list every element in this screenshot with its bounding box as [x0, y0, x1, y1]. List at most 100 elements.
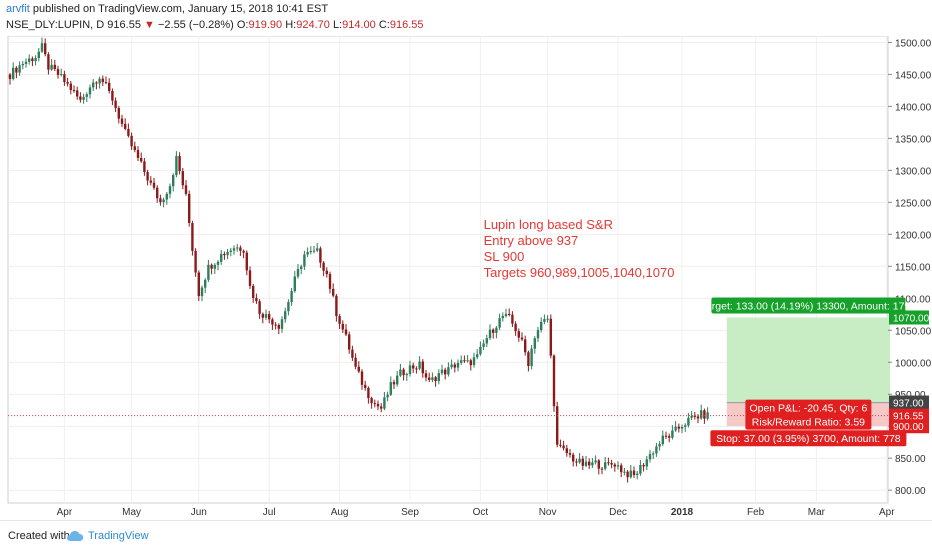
candle-body: [162, 199, 165, 203]
high-label: H:: [285, 19, 297, 31]
candle-body: [101, 78, 104, 83]
candle-body: [696, 416, 700, 419]
candle-body: [258, 301, 261, 314]
candle-body: [191, 223, 194, 251]
candle-body: [213, 264, 216, 269]
x-tick-label: Sep: [401, 507, 419, 518]
candle-body: [293, 276, 296, 292]
time-axis[interactable]: Apr May Jun Jul Aug Sep Oct Nov Dec 2018 Feb Mar Apr: [57, 507, 896, 518]
candle-body: [463, 360, 466, 362]
candle-body: [604, 462, 607, 469]
author-link[interactable]: arvfit: [6, 3, 30, 15]
candle-body: [703, 410, 706, 419]
candle-body: [418, 361, 421, 369]
candle-body: [69, 83, 72, 91]
candle-body: [594, 460, 597, 463]
candle-body: [620, 465, 623, 473]
tradingview-brand-link[interactable]: TradingView: [88, 530, 149, 542]
candle-body: [421, 361, 424, 374]
candle-body: [72, 90, 76, 92]
close-value: 916.55: [389, 19, 424, 31]
candle-body: [271, 319, 274, 325]
candle-body: [319, 248, 322, 263]
candle-body: [629, 470, 632, 478]
candle-body: [82, 96, 85, 100]
candle-body: [383, 397, 386, 409]
candle-body: [149, 180, 152, 183]
candle-body: [648, 454, 652, 460]
candle-body: [348, 334, 351, 350]
stop-label: Stop: 37.00 (3.95%) 3700, Amount: 778: [716, 433, 901, 445]
candle-body: [658, 444, 661, 447]
candle-body: [549, 318, 552, 356]
candle-body: [354, 357, 357, 367]
candle-body: [565, 448, 568, 454]
candle-body: [60, 74, 63, 76]
candle-body: [18, 65, 21, 73]
candle-body: [351, 349, 354, 358]
candle-body: [460, 360, 463, 363]
risk-reward-label: Risk/Reward Ratio: 3.59: [752, 417, 865, 429]
price-chart[interactable]: 800.00850.00900.00950.001000.001050.0011…: [0, 36, 932, 520]
candle-body: [408, 365, 412, 374]
candle-body: [616, 465, 620, 467]
last-price-tag-bg: [889, 408, 929, 423]
candle-body: [76, 90, 79, 97]
candle-body: [85, 94, 88, 97]
candle-body: [623, 471, 626, 473]
candle-body: [341, 323, 344, 330]
candle-body: [504, 313, 508, 317]
candle-body: [386, 394, 389, 398]
candle-body: [466, 360, 469, 362]
x-tick-label: Nov: [539, 507, 557, 518]
created-with-text: Created with: [8, 530, 70, 542]
candle-body: [447, 367, 450, 375]
candle-body: [40, 43, 44, 52]
candle-body: [140, 157, 143, 162]
position-labels: Target: 133.00 (14.19%) 13300, Amount: 1…: [701, 297, 916, 447]
candle-body: [277, 325, 280, 329]
candle-body: [613, 464, 616, 467]
candle-body: [63, 74, 66, 83]
candle-body: [642, 464, 645, 467]
open-label: O:: [236, 19, 249, 31]
candle-body: [533, 338, 536, 349]
candle-body: [434, 377, 437, 382]
candle-body: [396, 375, 399, 385]
candle-body: [287, 302, 290, 312]
candle-body: [540, 321, 543, 331]
symbol-label[interactable]: NSE_DLY:LUPIN, D: [6, 19, 105, 31]
candle-body: [520, 337, 524, 340]
candle-body: [12, 67, 15, 79]
x-tick-label: May: [122, 507, 141, 518]
last-price-tag: 916.55: [893, 412, 924, 423]
candle-body: [687, 417, 690, 426]
candle-body: [456, 362, 460, 368]
candle-body: [661, 435, 664, 445]
candle-body: [424, 373, 428, 378]
candle-body: [431, 377, 434, 380]
last-price: 916.55: [107, 19, 141, 31]
target-price-tag: 1070.00: [893, 313, 930, 324]
low-label: L:: [332, 19, 343, 31]
candle-body: [127, 128, 130, 136]
candle-body: [21, 63, 24, 66]
candle-body: [572, 454, 575, 462]
candle-body: [562, 445, 565, 449]
candle-body: [588, 461, 591, 466]
candle-body: [165, 193, 168, 200]
candle-body: [108, 82, 111, 91]
candle-body: [674, 426, 677, 431]
candle-body: [485, 338, 488, 344]
chart-header: arvfit published on TradingView.com, Jan…: [0, 0, 932, 36]
y-tick-label: 1500.00: [895, 38, 932, 49]
candle-body: [344, 329, 348, 335]
candle-body: [626, 471, 629, 478]
candle-body: [53, 64, 56, 69]
candle-body: [120, 118, 124, 124]
y-tick-label: 1400.00: [895, 102, 932, 113]
candle-body: [501, 316, 504, 319]
candle-body: [309, 250, 312, 253]
candle-body: [200, 287, 204, 297]
